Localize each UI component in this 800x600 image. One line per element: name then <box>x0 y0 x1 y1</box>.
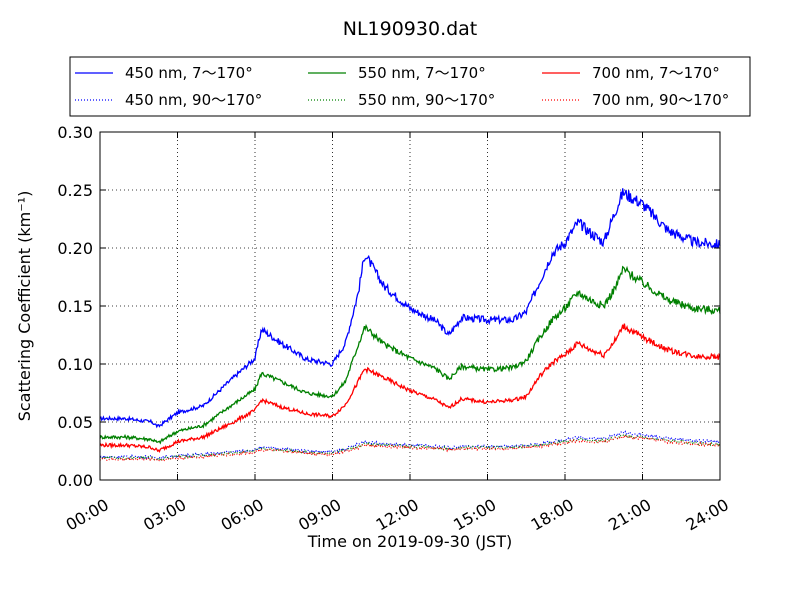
y-tick-label: 0.20 <box>57 239 93 258</box>
y-tick-label: 0.30 <box>57 123 93 142</box>
series-layer <box>99 188 721 463</box>
legend-label: 550 nm, 90～170° <box>358 91 495 109</box>
x-tick-label: 18:00 <box>528 495 577 535</box>
chart-title: NL190930.dat <box>342 18 478 40</box>
legend-label: 550 nm, 7～170° <box>358 64 486 82</box>
x-tick-label: 24:00 <box>683 495 732 535</box>
x-tick-label: 09:00 <box>295 495 344 535</box>
y-axis-label: Scattering Coefficient (km⁻¹) <box>15 191 34 422</box>
y-tick-label: 0.00 <box>57 471 93 490</box>
x-tick-label: 03:00 <box>140 495 189 535</box>
legend-label: 450 nm, 90～170° <box>125 91 262 109</box>
series-line <box>99 188 721 429</box>
legend-label: 450 nm, 7～170° <box>125 64 253 82</box>
series-line <box>99 435 721 463</box>
y-tick-label: 0.15 <box>57 297 93 316</box>
y-tick-label: 0.25 <box>57 181 93 200</box>
series-line <box>99 323 721 454</box>
series-line <box>99 433 721 462</box>
x-tick-label: 12:00 <box>373 495 422 535</box>
legend-label: 700 nm, 7～170° <box>592 64 720 82</box>
x-tick-label: 06:00 <box>218 495 267 535</box>
x-tick-label: 00:00 <box>63 495 112 535</box>
legend-label: 700 nm, 90～170° <box>592 91 729 109</box>
legend: 450 nm, 7～170° 550 nm, 7～170° 700 nm, 7～17… <box>69 56 751 117</box>
x-tick-label: 15:00 <box>450 495 499 535</box>
x-tick-label: 21:00 <box>605 495 654 535</box>
legend-box <box>69 56 751 117</box>
series-line <box>99 430 721 461</box>
series-line <box>99 265 721 445</box>
y-tick-label: 0.05 <box>57 413 93 432</box>
x-axis-label: Time on 2019-09-30 (JST) <box>307 532 512 551</box>
y-tick-label: 0.10 <box>57 355 93 374</box>
